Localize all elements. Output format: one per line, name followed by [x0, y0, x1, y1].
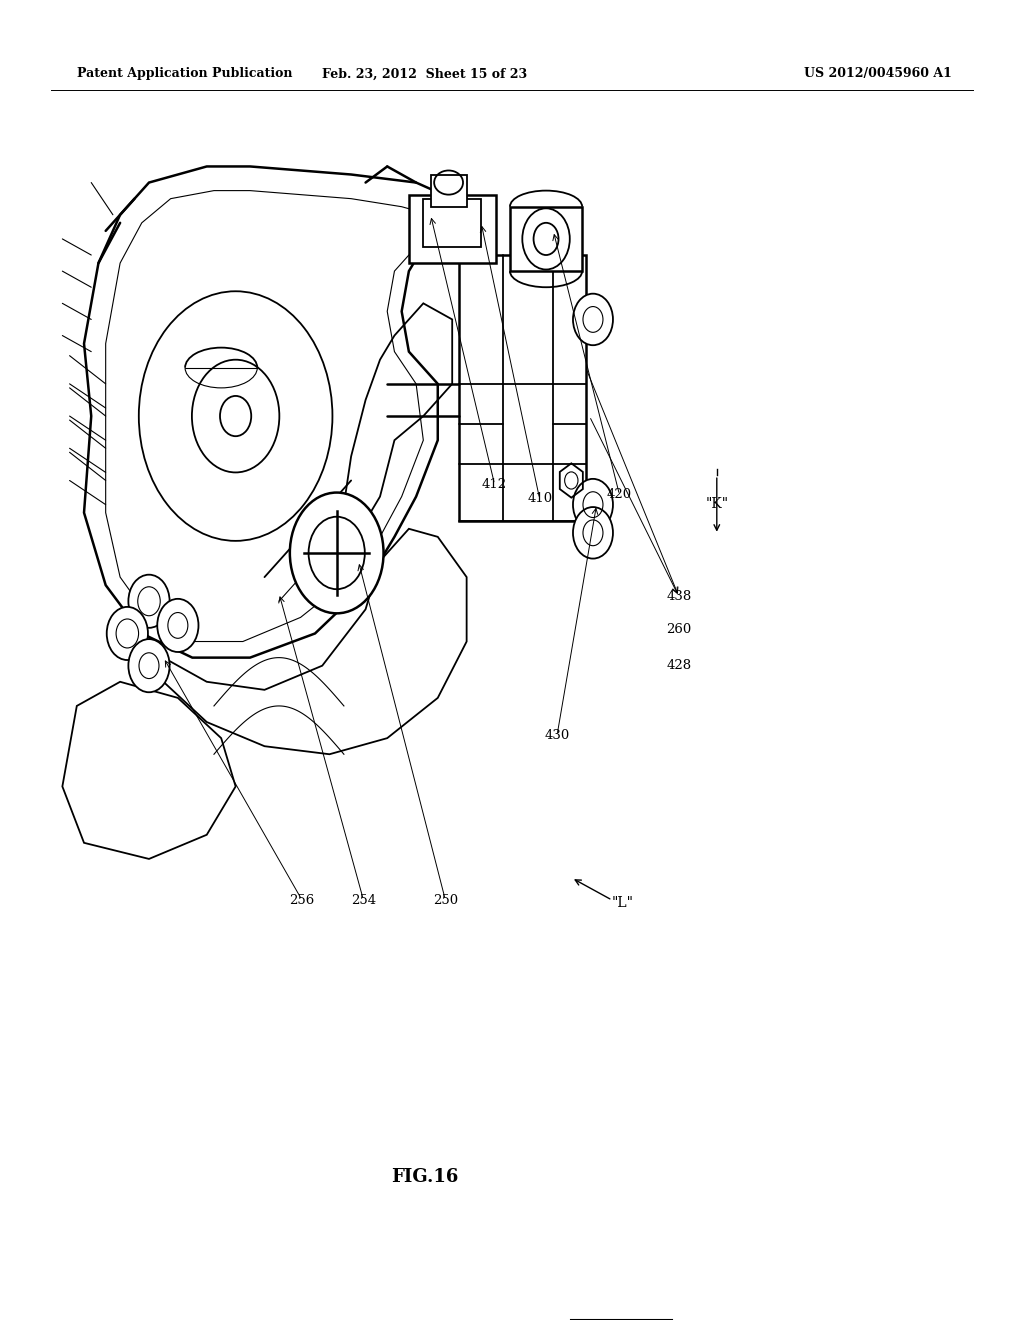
Text: 438: 438: [667, 590, 691, 603]
Bar: [460, 255, 586, 520]
Circle shape: [573, 507, 613, 558]
Circle shape: [106, 607, 147, 660]
Bar: [423, 199, 481, 247]
Text: US 2012/0045960 A1: US 2012/0045960 A1: [805, 67, 952, 81]
Text: 420: 420: [607, 488, 632, 502]
Circle shape: [573, 479, 613, 531]
Bar: [430, 174, 467, 207]
Text: "L": "L": [611, 896, 634, 909]
Text: 412: 412: [482, 478, 507, 491]
Text: Feb. 23, 2012  Sheet 15 of 23: Feb. 23, 2012 Sheet 15 of 23: [323, 67, 527, 81]
Text: 428: 428: [667, 659, 691, 672]
Bar: [510, 207, 582, 271]
Circle shape: [128, 639, 170, 692]
Text: FIG.16: FIG.16: [391, 1168, 459, 1187]
Bar: [409, 194, 496, 263]
Text: 430: 430: [545, 729, 569, 742]
Polygon shape: [84, 166, 460, 657]
Text: 250: 250: [433, 894, 458, 907]
Text: 254: 254: [351, 894, 376, 907]
Text: 256: 256: [290, 894, 314, 907]
Circle shape: [290, 492, 384, 614]
Circle shape: [128, 574, 170, 628]
Circle shape: [573, 293, 613, 346]
Circle shape: [158, 599, 199, 652]
Text: 410: 410: [527, 492, 552, 506]
Text: Patent Application Publication: Patent Application Publication: [77, 67, 292, 81]
Text: "K": "K": [706, 498, 728, 511]
Text: 260: 260: [667, 623, 691, 636]
